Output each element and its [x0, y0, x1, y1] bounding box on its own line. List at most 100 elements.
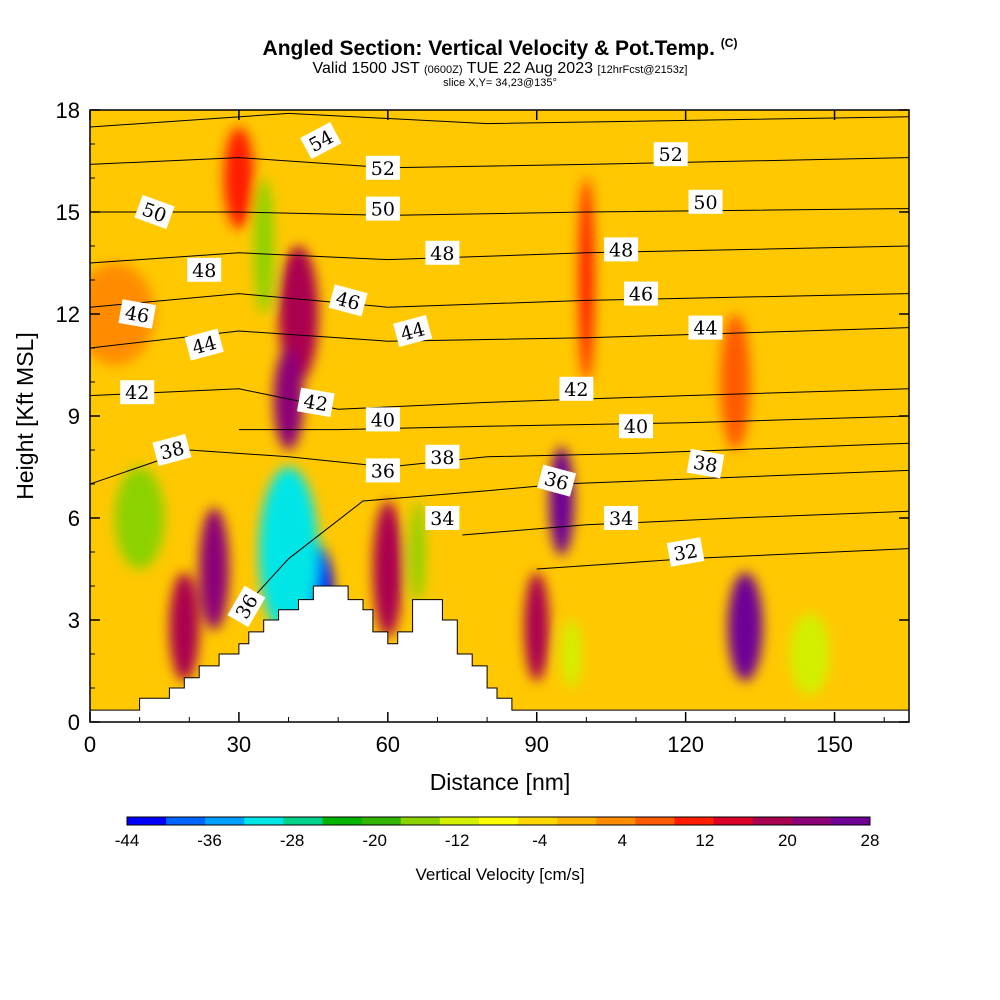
svg-text:50: 50	[693, 192, 717, 214]
colorbar-swatch	[752, 817, 793, 825]
velocity-cell-6	[372, 501, 403, 637]
contour-label-34: 34	[425, 506, 460, 530]
svg-text:42: 42	[125, 382, 149, 404]
colorbar-tick-label: -12	[445, 831, 470, 850]
svg-text:42: 42	[564, 379, 588, 401]
colorbar-swatch	[674, 817, 715, 825]
velocity-blobs	[90, 127, 830, 695]
colorbar-tick-label: -44	[115, 831, 140, 850]
contour-label-42: 42	[120, 380, 155, 405]
svg-text:48: 48	[430, 243, 454, 265]
velocity-cell-15	[561, 620, 582, 688]
svg-text:46: 46	[123, 302, 151, 328]
colorbar-swatch	[830, 817, 871, 825]
velocity-cell-9	[727, 572, 763, 682]
colorbar: -44 -36 -28 -20 -12 -4 4 12 20 28	[115, 816, 880, 850]
y-axis-label: Height [Kft MSL]	[12, 332, 38, 499]
colorbar-swatch	[791, 817, 832, 825]
colorbar-swatch	[557, 817, 597, 825]
isentrope-36	[238, 469, 909, 614]
slice-info: slice X,Y= 34,23@135°	[443, 77, 557, 89]
isentrope-34	[462, 510, 909, 536]
x-tick-label: 0	[84, 732, 96, 757]
x-tick-label: 120	[667, 732, 704, 757]
colorbar-swatch	[205, 817, 245, 825]
contour-label-36: 36	[537, 464, 577, 497]
isentrope-48	[90, 245, 909, 264]
colorbar-tick-label: 12	[695, 831, 714, 850]
svg-text:46: 46	[629, 284, 653, 306]
contour-label-44: 44	[184, 328, 224, 361]
svg-text:38: 38	[430, 447, 454, 469]
x-tick-label: 90	[524, 732, 548, 757]
svg-text:34: 34	[430, 508, 454, 530]
colorbar-swatch	[283, 817, 324, 825]
colorbar-tick-label: 4	[618, 831, 627, 850]
isentrope-42	[90, 388, 909, 410]
x-tick-label: 60	[376, 732, 400, 757]
colorbar-tick-label: -20	[362, 831, 387, 850]
colorbar-tick-label: 28	[861, 831, 880, 850]
isentrope-40	[238, 415, 909, 431]
velocity-cell-8	[549, 446, 574, 556]
contour-label-46: 46	[118, 299, 157, 329]
contour-label-50: 50	[688, 189, 723, 214]
contour-label-44: 44	[688, 315, 723, 340]
svg-text:52: 52	[371, 158, 395, 180]
x-tick-label: 150	[816, 732, 853, 757]
colorbar-tick-label: -28	[280, 831, 305, 850]
contour-label-42: 42	[296, 387, 335, 418]
svg-text:48: 48	[609, 239, 633, 261]
colorbar-swatch	[596, 817, 636, 825]
velocity-cell-5	[169, 572, 200, 682]
velocity-cell-16	[720, 314, 751, 450]
velocity-cell-11	[224, 127, 254, 229]
plot-background	[90, 110, 909, 722]
contour-label-40: 40	[619, 414, 653, 439]
x-axis-label: Distance [nm]	[430, 769, 571, 795]
svg-text:36: 36	[371, 460, 395, 482]
velocity-cell-12	[253, 178, 274, 314]
contour-label-48: 48	[604, 237, 639, 262]
x-tick-label: 30	[227, 732, 251, 757]
y-tick-label: 9	[68, 404, 80, 429]
isentrope-46	[90, 293, 909, 308]
contour-label-50: 50	[365, 196, 400, 221]
colorbar-tick-label: 20	[778, 831, 797, 850]
svg-text:44: 44	[693, 318, 717, 340]
y-tick-label: 18	[56, 98, 80, 123]
contour-label-48: 48	[425, 240, 460, 265]
colorbar-swatch	[400, 817, 441, 825]
contour-label-38: 38	[425, 444, 460, 469]
contour-label-52: 52	[365, 155, 400, 180]
contour-label-52: 52	[653, 142, 688, 167]
colorbar-swatch	[361, 817, 402, 825]
contour-label-42: 42	[559, 376, 594, 401]
velocity-cell-10	[578, 178, 594, 382]
svg-text:34: 34	[609, 508, 633, 530]
velocity-cell-18	[789, 613, 830, 695]
svg-text:42: 42	[302, 390, 330, 416]
velocity-cell-13	[114, 467, 165, 569]
colorbar-swatch	[518, 817, 558, 825]
chart-title: Angled Section: Vertical Velocity & Pot.…	[262, 36, 738, 60]
svg-text:50: 50	[371, 199, 395, 221]
svg-text:52: 52	[659, 144, 683, 166]
svg-text:38: 38	[692, 452, 720, 478]
contour-label-48: 48	[187, 257, 222, 282]
svg-text:40: 40	[624, 416, 648, 438]
colorbar-swatch	[322, 817, 363, 825]
colorbar-swatch	[478, 817, 519, 825]
svg-text:32: 32	[672, 540, 700, 566]
y-tick-label: 12	[56, 302, 80, 327]
velocity-cell-4	[199, 507, 229, 631]
contour-label-38: 38	[686, 448, 725, 479]
colorbar-swatch	[439, 817, 480, 825]
colorbar-swatch	[635, 817, 675, 825]
colorbar-swatch	[166, 817, 206, 825]
colorbar-tick-label: -36	[197, 831, 222, 850]
contour-label-44: 44	[393, 315, 433, 347]
